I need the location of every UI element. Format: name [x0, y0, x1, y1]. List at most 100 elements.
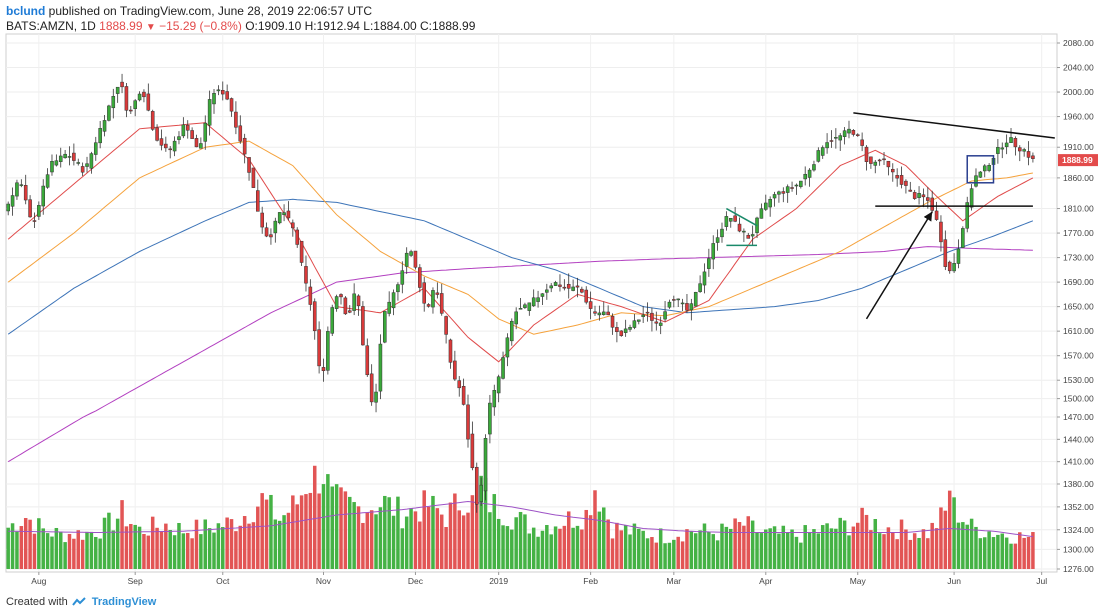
- candle-up: [750, 234, 755, 237]
- volume-bar: [641, 530, 645, 569]
- moving-averages: [7, 122, 1034, 463]
- time-tick-label: Dec: [408, 576, 424, 586]
- volume-bar: [94, 536, 98, 569]
- volume-bar: [50, 536, 54, 569]
- volume-bar: [159, 531, 164, 569]
- candle-up: [199, 143, 203, 149]
- volume-bar: [63, 542, 67, 569]
- volume-bar: [146, 535, 151, 569]
- created-with-text: Created with: [6, 596, 68, 608]
- candle-down: [435, 292, 440, 295]
- volume-bar: [855, 522, 860, 569]
- volume-bar: [820, 525, 825, 569]
- candle-up: [63, 153, 67, 159]
- candle-down: [829, 140, 834, 142]
- volume-bar: [807, 531, 812, 569]
- volume-bar: [37, 518, 41, 569]
- volume-bar: [496, 518, 501, 569]
- candle-down: [291, 222, 295, 229]
- volume-bar: [58, 531, 63, 569]
- candle-down: [72, 152, 76, 161]
- volume-bar: [777, 533, 781, 569]
- volume-bar: [308, 492, 313, 569]
- volume-bar: [667, 542, 672, 569]
- volume-bar: [444, 526, 448, 569]
- candle-up: [6, 203, 10, 212]
- price-tick-label: 1500.00: [1063, 394, 1094, 404]
- down-arrow-icon: ▼: [145, 22, 156, 33]
- volume-bar: [987, 531, 991, 569]
- candle-up: [820, 147, 825, 156]
- volume-bar: [111, 530, 116, 569]
- volume-bar: [334, 484, 339, 569]
- price-tick-label: 1650.00: [1063, 302, 1094, 312]
- volume-bar: [847, 535, 851, 569]
- candle-down: [737, 223, 742, 232]
- volume-bar: [234, 531, 238, 569]
- arrow: [865, 211, 933, 320]
- price-axis[interactable]: 2080.00 2040.00 2000.00 1960.00 1910.00 1860.…: [1056, 34, 1100, 574]
- volume-bar: [991, 537, 996, 569]
- consolidation-box: [966, 155, 995, 184]
- volume-bar: [457, 510, 461, 569]
- candle-up: [742, 230, 746, 233]
- price-tick-label: 1276.00: [1063, 564, 1094, 574]
- volume-bar: [825, 523, 829, 569]
- candle-up: [987, 165, 991, 171]
- volume-bars: [6, 465, 1035, 569]
- volume-bar: [619, 530, 624, 569]
- volume-bar: [654, 542, 659, 569]
- candle-up: [98, 128, 102, 144]
- author-name[interactable]: bclund: [6, 4, 46, 18]
- candle-up: [1000, 147, 1005, 150]
- candle-down: [645, 311, 650, 314]
- candle-up: [15, 182, 19, 197]
- volume-bar: [812, 529, 816, 569]
- time-tick-label: Nov: [316, 576, 332, 586]
- price-chart[interactable]: 2080.00 2040.00 2000.00 1960.00 1910.00 1860.…: [0, 0, 1100, 600]
- volume-bar: [952, 497, 956, 569]
- candle-down: [347, 310, 352, 313]
- candle-up: [842, 130, 847, 137]
- volume-bar: [580, 529, 584, 569]
- volume-bar: [676, 536, 680, 569]
- volume-bar: [216, 523, 221, 569]
- volume-bar: [321, 484, 326, 569]
- candle-up: [107, 105, 111, 121]
- candle-up: [637, 319, 641, 322]
- candle-down: [746, 234, 751, 239]
- volume-bar: [834, 528, 838, 569]
- candle-up: [488, 402, 492, 435]
- candle-up: [667, 301, 672, 308]
- volume-bar: [720, 523, 724, 569]
- volume-bar: [632, 523, 637, 569]
- candle-down: [247, 157, 251, 173]
- candle-down: [926, 197, 930, 201]
- volume-bar: [107, 512, 111, 569]
- tradingview-brand[interactable]: TradingView: [91, 596, 157, 608]
- volume-bar: [584, 509, 588, 569]
- trend-annotations: [726, 112, 1055, 320]
- volume-bar: [137, 526, 142, 569]
- candlesticks: [6, 73, 1035, 513]
- candle-down: [365, 345, 370, 376]
- volume-bar: [746, 516, 751, 569]
- price-tick-label: 1610.00: [1063, 326, 1094, 336]
- volume-bar: [974, 526, 978, 569]
- volume-bar: [492, 494, 497, 569]
- volume-bar: [969, 518, 974, 569]
- volume-bar: [194, 519, 199, 569]
- candle-down: [80, 166, 85, 173]
- candle-down: [299, 240, 304, 263]
- candle-down: [28, 199, 32, 218]
- volume-bar: [391, 515, 396, 569]
- volume-bar: [1018, 532, 1022, 569]
- volume-bar: [549, 534, 553, 569]
- time-axis[interactable]: Aug Sep Oct Nov Dec 2019 Feb Mar Apr May Jun Jul: [6, 571, 1057, 586]
- volume-bar: [838, 517, 842, 569]
- candle-up: [181, 124, 186, 137]
- candle-up: [50, 161, 54, 173]
- candle-up: [799, 180, 803, 187]
- time-tick-label: Apr: [759, 576, 772, 586]
- volume-bar: [947, 490, 952, 569]
